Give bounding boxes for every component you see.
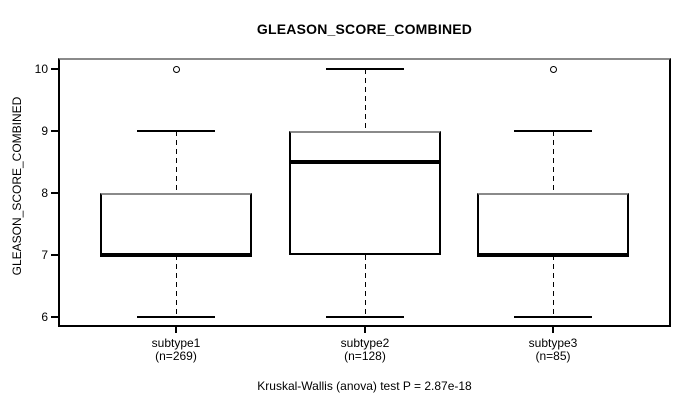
- x-tick-mark: [364, 327, 366, 333]
- upper-whisker-line: [552, 131, 554, 193]
- iqr-box: [289, 131, 441, 255]
- iqr-box: [477, 193, 629, 255]
- lower-whisker-cap: [326, 316, 404, 318]
- y-tick-label: 6: [41, 310, 48, 324]
- y-tick-mark: [51, 192, 58, 194]
- lower-whisker-line: [175, 255, 177, 317]
- group-count-label: (n=85): [535, 349, 571, 363]
- group-count-label: (n=269): [155, 349, 197, 363]
- y-tick-label: 8: [41, 186, 48, 200]
- y-tick-mark: [51, 316, 58, 318]
- median-line: [477, 253, 629, 257]
- chart-title: GLEASON_SCORE_COMBINED: [256, 21, 473, 37]
- y-tick-label: 9: [41, 124, 48, 138]
- lower-whisker-line: [364, 255, 366, 317]
- x-tick-mark: [175, 327, 177, 333]
- median-line: [100, 253, 252, 257]
- plot-frame: [58, 58, 671, 327]
- x-tick-label-subtype2: subtype2 (n=128): [305, 337, 425, 363]
- x-tick-mark: [552, 327, 554, 333]
- upper-whisker-line: [175, 131, 177, 193]
- upper-whisker-line: [364, 69, 366, 131]
- upper-whisker-cap: [326, 68, 404, 70]
- x-tick-label-subtype3: subtype3 (n=85): [493, 337, 613, 363]
- lower-whisker-cap: [137, 316, 215, 318]
- stat-test-footnote: Kruskal-Wallis (anova) test P = 2.87e-18: [257, 379, 472, 393]
- y-tick-mark: [51, 68, 58, 70]
- y-tick-label: 10: [34, 62, 48, 76]
- y-tick-mark: [51, 130, 58, 132]
- group-label: subtype2: [340, 336, 390, 350]
- lower-whisker-line: [552, 255, 554, 317]
- group-count-label: (n=128): [344, 349, 386, 363]
- y-tick-mark: [51, 254, 58, 256]
- outlier-point: [549, 65, 557, 73]
- upper-whisker-cap: [514, 130, 592, 132]
- iqr-box: [100, 193, 252, 255]
- median-line: [289, 160, 441, 164]
- group-label: subtype3: [528, 336, 578, 350]
- y-tick-label: 7: [41, 248, 48, 262]
- plot-area: [58, 58, 671, 327]
- lower-whisker-cap: [514, 316, 592, 318]
- outlier-point: [172, 65, 180, 73]
- x-tick-label-subtype1: subtype1 (n=269): [116, 337, 236, 363]
- group-label: subtype1: [151, 336, 201, 350]
- upper-whisker-cap: [137, 130, 215, 132]
